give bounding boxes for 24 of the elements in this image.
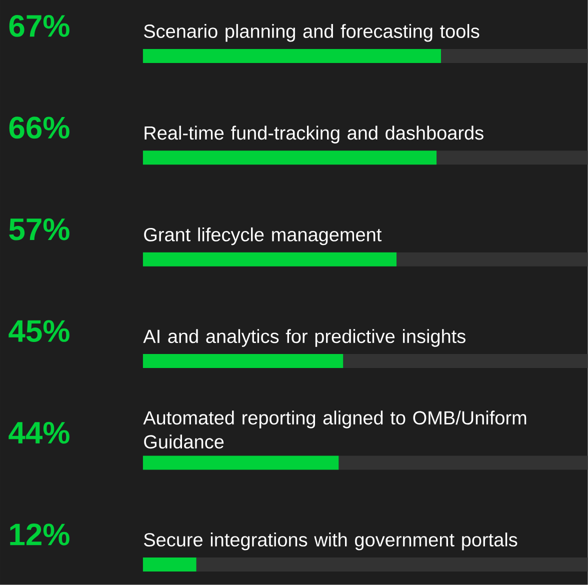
y-tick-label: Real-time fund-tracking and dashboards — [144, 126, 484, 144]
bar — [196, 558, 588, 572]
bar — [142, 150, 437, 165]
bar — [343, 354, 588, 368]
bar — [142, 354, 344, 368]
y-tick-label: Automated reporting aligned to OMB/Uniform Guidance — [143, 410, 526, 449]
y-tick-label: Grant lifecycle management — [144, 228, 382, 246]
data-label: 66% — [9, 116, 70, 139]
data-label: 44% — [8, 422, 70, 444]
data-label: 12% — [10, 524, 70, 546]
bar — [142, 456, 339, 470]
bar — [142, 558, 196, 572]
bar — [142, 49, 441, 64]
y-tick-label: Secure integrations with government portals — [144, 532, 518, 550]
data-label: 45% — [8, 320, 70, 342]
bar — [338, 456, 588, 470]
y-tick-label: Scenario planning and forecasting tools — [144, 24, 480, 42]
bar — [436, 150, 588, 165]
bar — [441, 49, 588, 64]
bar — [142, 252, 397, 266]
y-tick-label: AI and analytics for predictive insights — [143, 329, 466, 347]
bar — [396, 252, 588, 266]
data-label: 67% — [9, 15, 70, 38]
data-label: 57% — [9, 218, 70, 240]
